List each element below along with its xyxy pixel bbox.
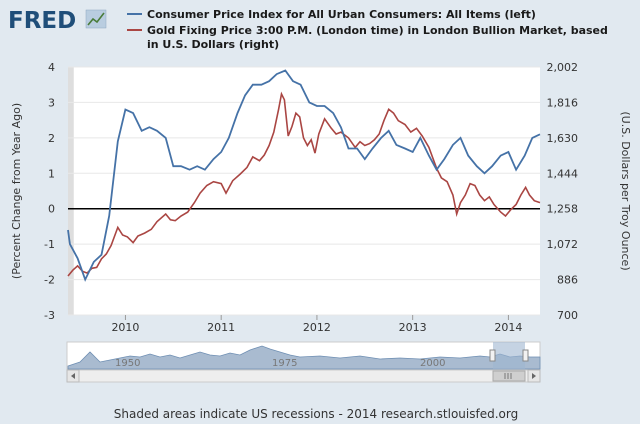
right-tick-label: 1,072 (547, 238, 579, 251)
x-tick-label: 2013 (399, 321, 427, 334)
footer-note: Shaded areas indicate US recessions - 20… (114, 407, 518, 421)
chevron-left-icon (71, 373, 75, 379)
right-tick-label: 1,444 (547, 167, 579, 180)
left-tick-label: 2 (48, 132, 55, 145)
left-tick-label: -1 (44, 238, 55, 251)
left-tick-label: 4 (48, 61, 55, 74)
y-axis-right-title: (U.S. Dollars per Troy Ounce) (619, 111, 632, 270)
right-tick-label: 886 (557, 274, 578, 287)
x-axis-ticks: 2010 2011 2012 2013 2014 (111, 315, 522, 334)
x-tick-label: 2010 (111, 321, 139, 334)
x-tick-label: 2012 (303, 321, 331, 334)
right-tick-label: 1,258 (547, 203, 579, 216)
legend-label-gold: Gold Fixing Price 3:00 P.M. (London time… (147, 24, 608, 37)
left-tick-label: -3 (44, 309, 55, 322)
left-tick-label: 0 (48, 203, 55, 216)
left-axis-ticks: 4 3 2 1 0 -1 -2 -3 (44, 61, 55, 322)
range-navigator[interactable]: 1950 1975 2000 (66, 341, 541, 370)
right-tick-label: 2,002 (547, 61, 579, 74)
left-tick-label: 3 (48, 96, 55, 109)
fred-logo-graph-icon (85, 9, 107, 29)
plot-area (68, 67, 540, 315)
right-tick-label: 1,816 (547, 96, 579, 109)
legend-label-gold-line2: in U.S. Dollars (right) (147, 38, 279, 51)
navigator-selection[interactable] (493, 342, 525, 369)
left-tick-label: -2 (44, 274, 55, 287)
series-line-gold (67, 91, 541, 277)
navigator-handle-right[interactable] (522, 349, 529, 362)
fred-logo-text: FRED (8, 8, 76, 34)
x-tick-label: 2014 (494, 321, 522, 334)
series-line-cpi (67, 69, 541, 282)
navigator-handle-left[interactable] (489, 349, 496, 362)
legend: Consumer Price Index for All Urban Consu… (127, 8, 608, 51)
scrollbar[interactable] (66, 369, 541, 383)
left-tick-label: 1 (48, 167, 55, 180)
chevron-right-icon (532, 373, 536, 379)
navigator-year-1950: 1950 (115, 358, 140, 369)
scroll-thumb[interactable] (492, 370, 526, 382)
right-tick-label: 700 (557, 309, 578, 322)
y-axis-left-title: (Percent Change from Year Ago) (10, 103, 23, 279)
legend-label-cpi: Consumer Price Index for All Urban Consu… (147, 8, 536, 21)
scroll-thumb-grip-icon (504, 373, 512, 379)
x-tick-label: 2011 (207, 321, 235, 334)
scrollbar-track[interactable] (66, 369, 541, 383)
navigator-year-1975: 1975 (272, 358, 297, 369)
right-tick-label: 1,630 (547, 132, 579, 145)
navigator-year-2000: 2000 (420, 358, 445, 369)
right-axis-ticks: 2,002 1,816 1,630 1,444 1,258 1,072 886 700 (547, 61, 579, 322)
recession-band (68, 67, 74, 315)
